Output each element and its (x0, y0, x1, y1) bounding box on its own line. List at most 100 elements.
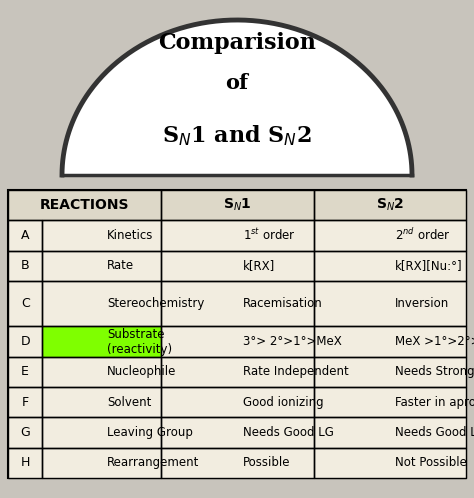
Text: Comparision: Comparision (158, 32, 316, 54)
Text: S$_N$1: S$_N$1 (223, 197, 252, 213)
Bar (314, 250, 466, 281)
Bar (8, 281, 42, 326)
Text: F: F (22, 396, 29, 409)
Bar (8, 357, 42, 387)
Bar (8, 357, 42, 387)
Bar (162, 250, 314, 281)
Bar (42, 250, 162, 281)
Bar (162, 281, 314, 326)
Bar (314, 387, 466, 417)
Bar (314, 417, 466, 448)
Polygon shape (62, 20, 412, 175)
Bar (8, 250, 42, 281)
Text: 1$^{st}$ order: 1$^{st}$ order (243, 228, 295, 244)
Text: Leaving Group: Leaving Group (107, 426, 193, 439)
Bar (42, 448, 162, 478)
Bar (162, 220, 314, 250)
Bar (162, 448, 314, 478)
Text: Inversion: Inversion (395, 297, 449, 310)
Bar (162, 326, 314, 357)
Bar (162, 190, 314, 220)
Bar (314, 220, 466, 250)
Bar (162, 220, 314, 250)
Bar (8, 190, 162, 220)
Bar (8, 281, 42, 326)
Text: k[RX]: k[RX] (243, 259, 275, 272)
Bar (42, 220, 162, 250)
Bar (314, 357, 466, 387)
Bar (162, 448, 314, 478)
Bar (314, 250, 466, 281)
Bar (42, 417, 162, 448)
Bar (314, 190, 466, 220)
Bar (8, 326, 42, 357)
Bar (314, 190, 466, 220)
Text: D: D (20, 335, 30, 348)
Text: A: A (21, 229, 29, 242)
Bar (314, 448, 466, 478)
Text: S$_N$2: S$_N$2 (376, 197, 404, 213)
Text: Rate Independent: Rate Independent (243, 366, 348, 378)
Text: C: C (21, 297, 29, 310)
Bar (42, 387, 162, 417)
Bar (42, 281, 162, 326)
Text: Not Possible: Not Possible (395, 456, 467, 469)
Bar (42, 326, 162, 357)
Text: Faster in aprotic: Faster in aprotic (395, 396, 474, 409)
Text: H: H (20, 456, 30, 469)
Bar (8, 190, 466, 478)
Text: Needs Good LG: Needs Good LG (243, 426, 334, 439)
Bar (162, 417, 314, 448)
Text: 2$^{nd}$ order: 2$^{nd}$ order (395, 228, 451, 244)
Bar (314, 220, 466, 250)
Text: k[RX][Nu:°]: k[RX][Nu:°] (395, 259, 463, 272)
Text: Needs Good LG: Needs Good LG (395, 426, 474, 439)
Text: E: E (21, 366, 29, 378)
Bar (162, 190, 314, 220)
Bar (162, 387, 314, 417)
Text: Good ionizing: Good ionizing (243, 396, 323, 409)
Text: G: G (20, 426, 30, 439)
Bar (42, 220, 162, 250)
Bar (8, 190, 162, 220)
Bar (314, 281, 466, 326)
Bar (8, 220, 42, 250)
Bar (314, 281, 466, 326)
Text: Substrate
(reactivity): Substrate (reactivity) (107, 328, 172, 356)
Bar (314, 357, 466, 387)
Bar (314, 448, 466, 478)
Bar (42, 357, 162, 387)
Bar (162, 281, 314, 326)
Bar (8, 387, 42, 417)
Bar (314, 326, 466, 357)
Text: S$_N$1 and S$_N$2: S$_N$1 and S$_N$2 (162, 124, 312, 148)
Bar (314, 417, 466, 448)
Text: Nucleophile: Nucleophile (107, 366, 176, 378)
Text: Kinetics: Kinetics (107, 229, 153, 242)
Text: Stereochemistry: Stereochemistry (107, 297, 204, 310)
Bar (8, 417, 42, 448)
Bar (42, 281, 162, 326)
Text: of: of (226, 73, 248, 93)
Bar (42, 417, 162, 448)
Bar (8, 220, 42, 250)
Bar (162, 387, 314, 417)
Text: Rate: Rate (107, 259, 134, 272)
Bar (8, 448, 42, 478)
Bar (8, 387, 42, 417)
Text: REACTIONS: REACTIONS (40, 198, 129, 212)
Bar (42, 357, 162, 387)
Bar (162, 326, 314, 357)
Text: Rearrangement: Rearrangement (107, 456, 199, 469)
Bar (162, 250, 314, 281)
Bar (314, 387, 466, 417)
Bar (42, 448, 162, 478)
Text: 3°> 2°>1°>MeX: 3°> 2°>1°>MeX (243, 335, 341, 348)
Bar (42, 387, 162, 417)
Text: Solvent: Solvent (107, 396, 151, 409)
Text: Needs Strong Nu: Needs Strong Nu (395, 366, 474, 378)
Text: Racemisation: Racemisation (243, 297, 322, 310)
Text: MeX >1°>2°>3°: MeX >1°>2°>3° (395, 335, 474, 348)
Text: Possible: Possible (243, 456, 290, 469)
Bar (162, 417, 314, 448)
